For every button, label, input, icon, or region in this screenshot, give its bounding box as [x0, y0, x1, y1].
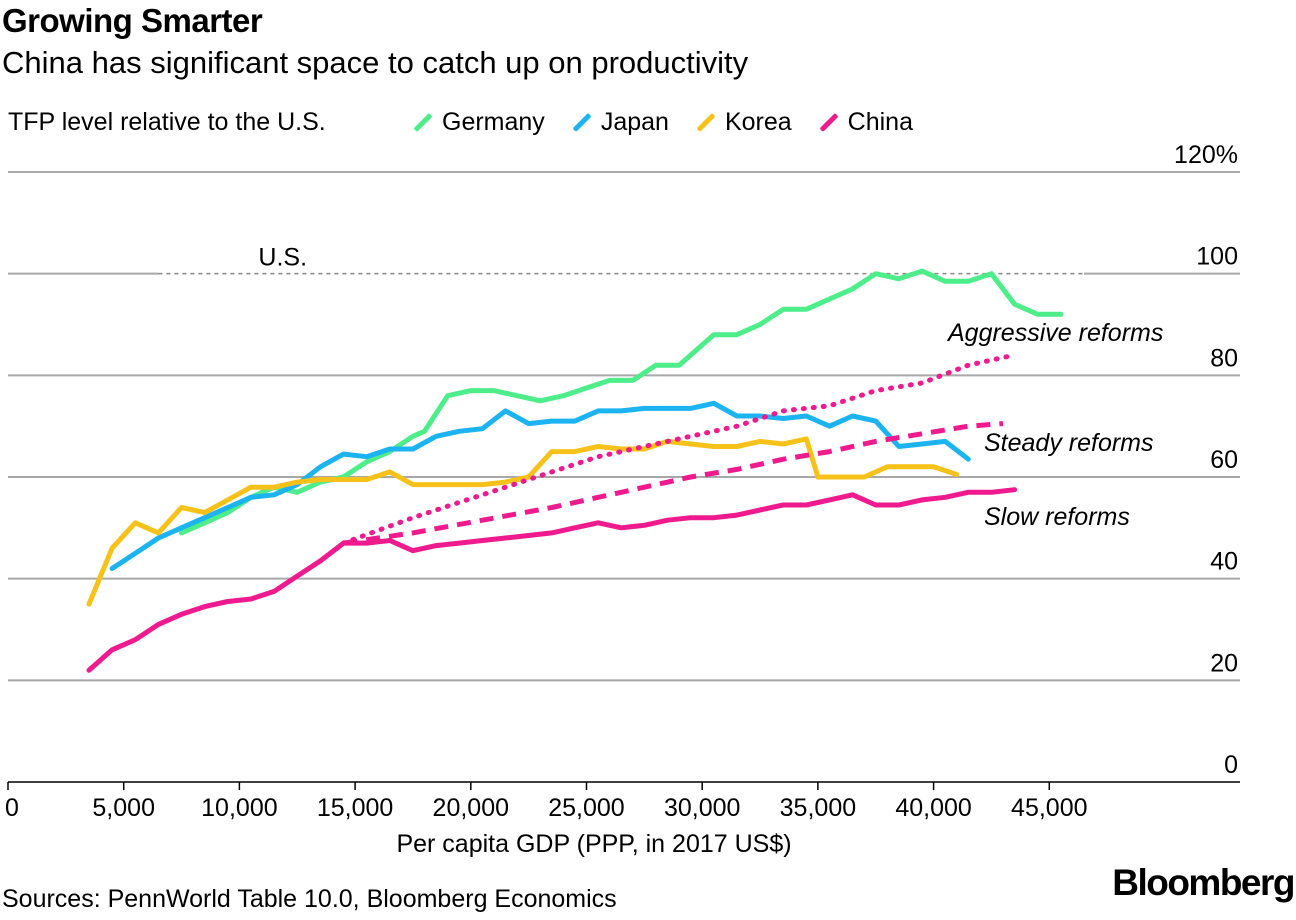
x-axis-label: Per capita GDP (PPP, in 2017 US$) [396, 830, 791, 858]
annotation-aggressive-reforms: Aggressive reforms [946, 319, 1163, 347]
y-axis-label: TFP level relative to the U.S. [8, 108, 326, 136]
y-tick-label-40: 40 [1210, 548, 1238, 576]
legend-label-china: China [847, 108, 913, 136]
chart-title: Growing Smarter [2, 2, 263, 39]
y-tick-label-0: 0 [1224, 751, 1238, 779]
y-tick-label-80: 80 [1210, 344, 1238, 372]
x-tick-label-20000: 20,000 [433, 794, 509, 822]
series-line-china [86, 540, 346, 673]
x-tick-label-5000: 5,000 [92, 794, 155, 822]
us-reference-label: U.S. [258, 244, 307, 272]
y-tick-label-100: 100 [1196, 243, 1238, 271]
legend-label-japan: Japan [600, 108, 669, 136]
x-tick-label-25000: 25,000 [548, 794, 624, 822]
legend-label-korea: Korea [724, 108, 792, 136]
bloomberg-logo: Bloomberg [1112, 862, 1295, 903]
x-tick-label-30000: 30,000 [664, 794, 740, 822]
x-tick-label-0: 0 [5, 794, 19, 822]
legend-item-korea: Korea [695, 108, 792, 137]
y-tick-label-60: 60 [1210, 446, 1238, 474]
legend: Germany Japan Korea China [412, 108, 939, 137]
legend-item-japan: Japan [571, 108, 669, 137]
series-line-steady-reforms [343, 421, 1004, 546]
series-line-slow-reforms [341, 487, 1018, 554]
series-line-aggressive-reforms [341, 352, 1018, 546]
source-note: Sources: PennWorld Table 10.0, Bloomberg… [2, 885, 617, 913]
x-tick-label-40000: 40,000 [895, 794, 971, 822]
annotation-steady-reforms: Steady reforms [984, 429, 1154, 457]
chart-subtitle: China has significant space to catch up … [2, 45, 749, 80]
x-tick-label-45000: 45,000 [1011, 794, 1087, 822]
x-tick-label-10000: 10,000 [201, 794, 277, 822]
series-line-japan [109, 400, 971, 571]
annotation-slow-reforms: Slow reforms [984, 503, 1130, 531]
y-tick-label-120: 120% [1174, 141, 1238, 169]
legend-item-china: China [818, 108, 913, 137]
y-tick-label-20: 20 [1210, 649, 1238, 677]
x-tick-label-35000: 35,000 [780, 794, 856, 822]
legend-label-germany: Germany [442, 108, 545, 136]
legend-item-germany: Germany [412, 108, 545, 137]
x-tick-label-15000: 15,000 [317, 794, 393, 822]
series-line-korea [86, 436, 960, 607]
